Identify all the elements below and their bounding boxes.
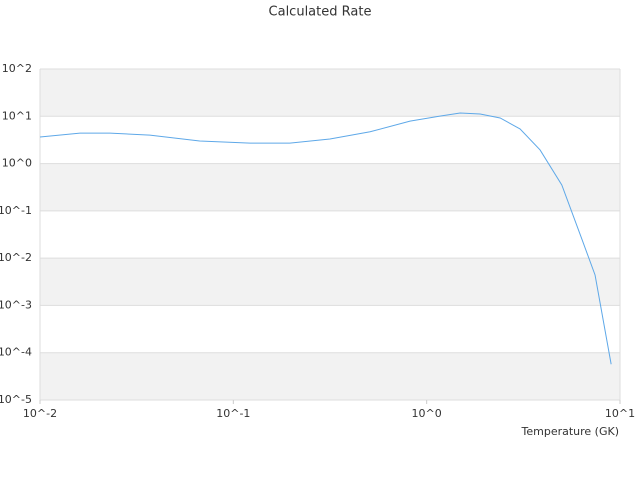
y-tick-label: 10^-2 xyxy=(0,251,32,264)
grid-band xyxy=(40,69,620,117)
x-tick-label: 10^-2 xyxy=(23,407,57,420)
x-tick-label: 10^0 xyxy=(412,407,442,420)
x-tick-label: 10^1 xyxy=(605,407,635,420)
y-tick-label: 10^-5 xyxy=(0,393,32,406)
y-tick-label: 10^1 xyxy=(2,109,32,122)
y-tick-label: 10^-4 xyxy=(0,346,32,359)
grid-band xyxy=(40,258,620,306)
grid-band xyxy=(40,352,620,400)
x-axis-label: Temperature (GK) xyxy=(521,425,620,438)
chart-title: Calculated Rate xyxy=(269,5,372,20)
data-line xyxy=(39,112,612,365)
y-tick-label: 10^-3 xyxy=(0,298,32,311)
y-tick-label: 10^0 xyxy=(2,157,32,170)
grid-band xyxy=(40,163,620,211)
y-tick-label: 10^-1 xyxy=(0,204,32,217)
y-tick-label: 10^2 xyxy=(2,62,32,75)
x-tick-label: 10^-1 xyxy=(216,407,250,420)
